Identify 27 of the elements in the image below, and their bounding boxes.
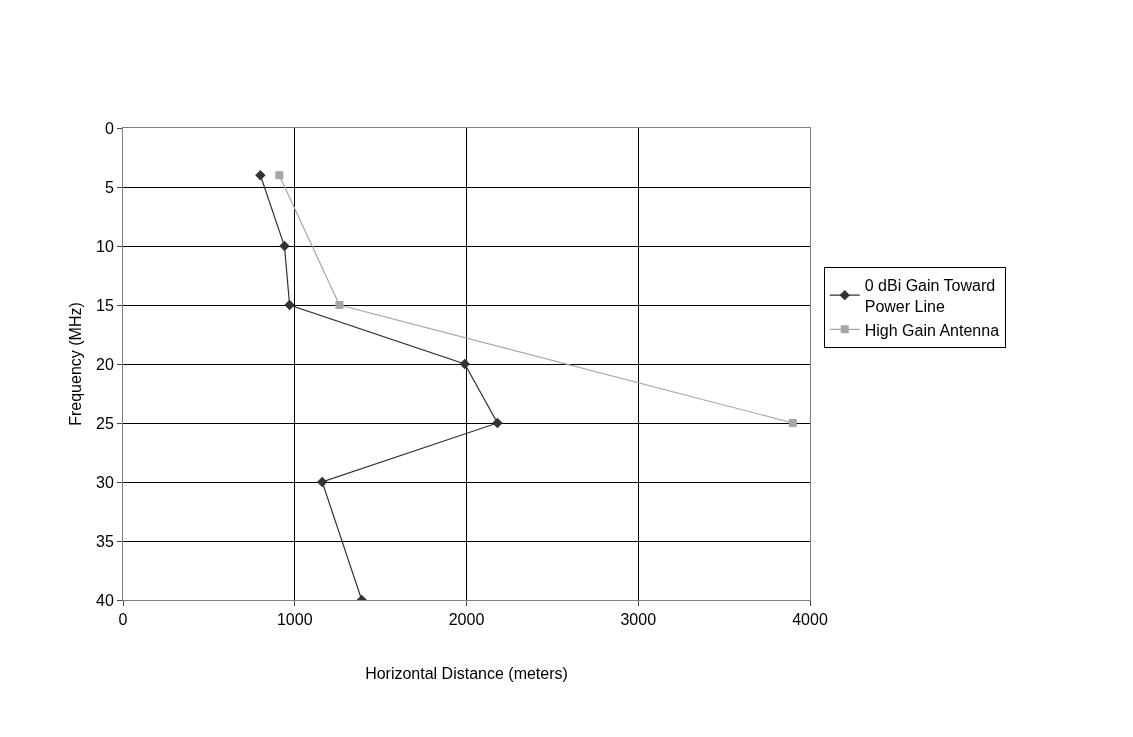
x-axis-title: Horizontal Distance (meters) bbox=[365, 664, 568, 682]
x-tick-label: 1000 bbox=[276, 611, 313, 629]
y-tick-label: 25 bbox=[96, 414, 114, 432]
x-tick-label: 2000 bbox=[448, 611, 485, 629]
y-axis-title: Frequency (MHz) bbox=[67, 302, 84, 426]
legend-label: High Gain Antenna bbox=[864, 321, 1000, 339]
y-tick-label: 20 bbox=[96, 355, 114, 373]
y-tick-label: 0 bbox=[104, 119, 114, 137]
point bbox=[459, 358, 470, 370]
y-tick-label: 15 bbox=[96, 296, 114, 314]
point bbox=[275, 171, 284, 180]
y-tick-label: 10 bbox=[96, 237, 114, 255]
y-tick-label: 40 bbox=[96, 591, 114, 609]
point bbox=[335, 301, 344, 309]
legend-label: 0 dBi Gain Toward Power Line bbox=[864, 277, 996, 315]
point bbox=[492, 417, 503, 429]
y-tick-label: 5 bbox=[104, 178, 114, 196]
point bbox=[317, 476, 328, 488]
x-tick-label: 0 bbox=[118, 611, 128, 629]
x-tick-label: 3000 bbox=[620, 611, 657, 629]
x-tick-label: 4000 bbox=[792, 611, 828, 629]
point bbox=[255, 170, 266, 181]
y-tick-label: 30 bbox=[96, 473, 114, 491]
y-tick-label: 35 bbox=[96, 532, 114, 550]
point bbox=[788, 419, 797, 427]
point bbox=[279, 240, 290, 252]
point bbox=[284, 299, 295, 311]
